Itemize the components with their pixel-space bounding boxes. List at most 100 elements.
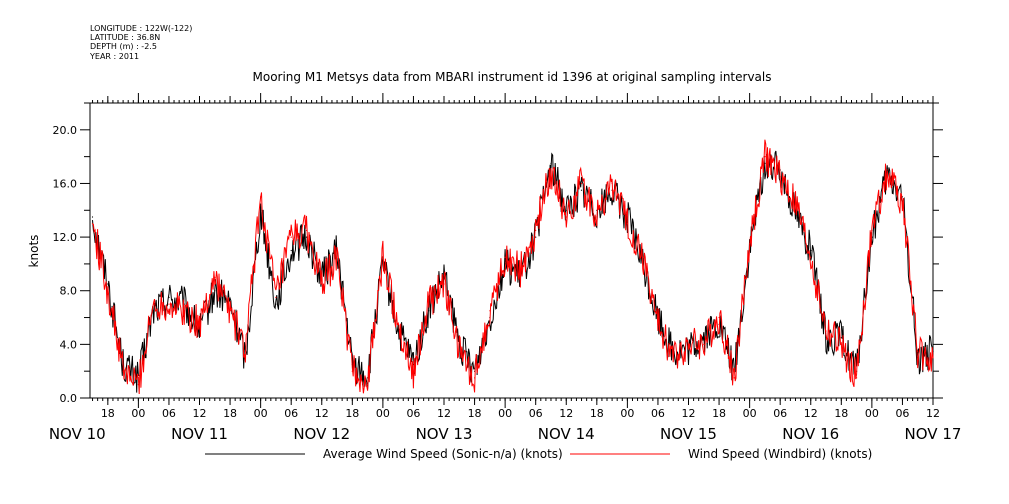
- series-point-1: [703, 343, 705, 345]
- series-point-1: [535, 229, 537, 231]
- series-point-1: [305, 229, 308, 231]
- minor-ticks: [92, 100, 934, 401]
- y-tick-label: 4.0: [60, 338, 78, 351]
- series-point-1: [749, 243, 751, 245]
- chart-title: Mooring M1 Metsys data from MBARI instru…: [253, 70, 772, 84]
- series-layer: [91, 139, 934, 395]
- series-point-1: [107, 290, 109, 292]
- series-point-1: [412, 370, 414, 372]
- x-hour-label: 18: [712, 407, 726, 420]
- x-hour-label: 12: [682, 407, 696, 420]
- series-point-0: [305, 236, 308, 238]
- x-hour-label: 18: [590, 407, 604, 420]
- x-hour-label: 18: [101, 407, 115, 420]
- series-point-0: [565, 209, 567, 211]
- x-hour-label: 00: [498, 407, 512, 420]
- series-point-1: [626, 223, 629, 225]
- series-point-1: [825, 330, 827, 332]
- x-hour-label: 12: [559, 407, 573, 420]
- series-point-1: [917, 350, 919, 352]
- series-point-1: [504, 256, 506, 258]
- series-point-1: [122, 370, 124, 372]
- series-point-1: [397, 323, 399, 325]
- series-point-1: [657, 323, 659, 325]
- series-point-1: [840, 343, 842, 345]
- series-point-1: [198, 323, 201, 325]
- series-point-1: [290, 236, 292, 238]
- plot-frame: [89, 102, 934, 399]
- series-point-0: [397, 330, 399, 332]
- x-date-label: NOV 16: [782, 425, 839, 443]
- series-line-0: [92, 150, 934, 393]
- series-point-1: [672, 357, 674, 359]
- series-point-1: [183, 310, 185, 312]
- x-hour-label: 00: [620, 407, 634, 420]
- series-point-1: [718, 316, 720, 319]
- series-point-0: [290, 249, 292, 252]
- x-date-label: NOV 17: [905, 425, 962, 443]
- series-point-1: [229, 310, 231, 312]
- series-point-0: [107, 283, 109, 285]
- series-point-1: [596, 216, 598, 218]
- series-point-0: [580, 189, 583, 191]
- meta-latitude: LATITUDE : 36.8N: [90, 33, 160, 42]
- x-hour-label: 06: [162, 407, 176, 420]
- x-hour-label: 00: [131, 407, 145, 420]
- series-point-1: [168, 303, 170, 305]
- x-hour-label: 12: [926, 407, 940, 420]
- series-point-0: [810, 249, 812, 252]
- series-point-1: [137, 384, 139, 386]
- x-hour-label: 00: [254, 407, 268, 420]
- y-tick-label: 20.0: [53, 124, 78, 137]
- series-point-0: [764, 162, 766, 164]
- x-hour-label: 18: [468, 407, 482, 420]
- x-hour-label: 06: [529, 407, 543, 420]
- series-point-1: [458, 350, 460, 352]
- x-hour-label: 06: [406, 407, 420, 420]
- series-point-1: [260, 196, 262, 198]
- series-point-1: [244, 350, 246, 352]
- x-hour-label: 00: [743, 407, 757, 420]
- y-tick-label: 16.0: [53, 177, 78, 190]
- y-tick-label: 12.0: [53, 231, 78, 244]
- x-hour-label: 18: [834, 407, 848, 420]
- series-point-0: [703, 337, 705, 339]
- series-point-1: [351, 370, 353, 372]
- meta-depth: DEPTH (m) : -2.5: [90, 42, 157, 51]
- y-axis-label: knots: [27, 235, 41, 268]
- series-point-0: [550, 162, 552, 164]
- series-point-0: [275, 303, 277, 305]
- y-tick-label: 0.0: [60, 392, 78, 405]
- x-date-label: NOV 13: [416, 425, 473, 443]
- series-point-1: [91, 223, 94, 225]
- x-hour-label: 00: [376, 407, 390, 420]
- meta-longitude: LONGITUDE : 122W(-122): [90, 24, 192, 33]
- x-hour-label: 06: [651, 407, 665, 420]
- series-point-1: [794, 203, 797, 205]
- y-tick-label: 8.0: [60, 285, 78, 298]
- x-date-label: NOV 14: [538, 425, 595, 443]
- series-point-1: [886, 169, 888, 171]
- series-point-1: [382, 256, 384, 258]
- series-point-1: [489, 310, 491, 312]
- x-hour-label: 12: [437, 407, 451, 420]
- series-point-1: [764, 156, 766, 158]
- series-point-1: [611, 182, 613, 185]
- series-point-0: [91, 216, 94, 218]
- series-point-1: [153, 303, 155, 305]
- series-point-1: [779, 176, 781, 178]
- x-hour-label: 12: [193, 407, 207, 420]
- series-point-1: [810, 256, 812, 258]
- series-point-0: [153, 310, 155, 312]
- series-point-1: [519, 270, 522, 272]
- legend-label-windbird: Wind Speed (Windbird) (knots): [688, 447, 872, 461]
- x-date-label: NOV 11: [171, 425, 228, 443]
- series-point-1: [871, 229, 873, 231]
- x-hour-label: 18: [345, 407, 359, 420]
- meta-year: YEAR : 2011: [89, 52, 139, 61]
- series-point-1: [367, 384, 369, 386]
- series-point-1: [565, 216, 567, 218]
- x-date-label: NOV 12: [293, 425, 350, 443]
- series-point-1: [932, 357, 934, 359]
- x-date-label: NOV 10: [49, 425, 106, 443]
